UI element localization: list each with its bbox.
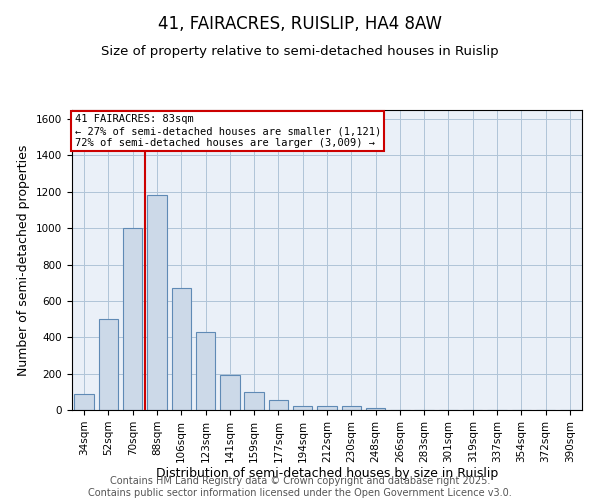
Text: 41, FAIRACRES, RUISLIP, HA4 8AW: 41, FAIRACRES, RUISLIP, HA4 8AW bbox=[158, 15, 442, 33]
Bar bbox=[220, 376, 239, 410]
Bar bbox=[366, 408, 385, 410]
Bar bbox=[147, 196, 167, 410]
Bar bbox=[172, 288, 191, 410]
Bar bbox=[293, 406, 313, 410]
Text: Size of property relative to semi-detached houses in Ruislip: Size of property relative to semi-detach… bbox=[101, 45, 499, 58]
Bar bbox=[74, 394, 94, 410]
Y-axis label: Number of semi-detached properties: Number of semi-detached properties bbox=[17, 144, 31, 376]
Bar bbox=[196, 332, 215, 410]
Bar bbox=[123, 228, 142, 410]
Bar bbox=[269, 400, 288, 410]
Bar bbox=[244, 392, 264, 410]
Bar bbox=[317, 406, 337, 410]
X-axis label: Distribution of semi-detached houses by size in Ruislip: Distribution of semi-detached houses by … bbox=[156, 468, 498, 480]
Text: Contains HM Land Registry data © Crown copyright and database right 2025.
Contai: Contains HM Land Registry data © Crown c… bbox=[88, 476, 512, 498]
Bar bbox=[341, 406, 361, 410]
Text: 41 FAIRACRES: 83sqm
← 27% of semi-detached houses are smaller (1,121)
72% of sem: 41 FAIRACRES: 83sqm ← 27% of semi-detach… bbox=[74, 114, 381, 148]
Bar bbox=[99, 319, 118, 410]
